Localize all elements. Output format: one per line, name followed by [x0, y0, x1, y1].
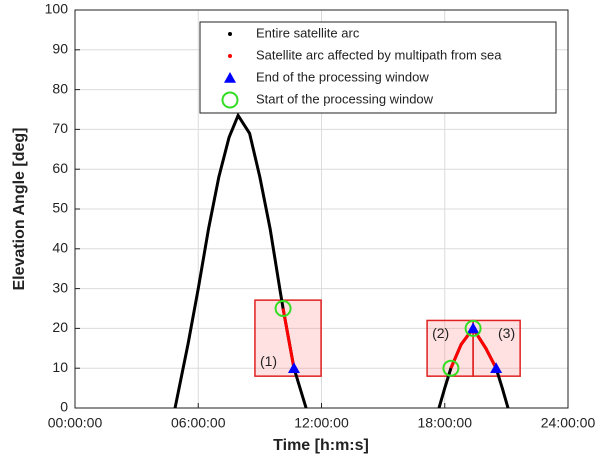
legend-box [199, 21, 557, 114]
end-marker [467, 322, 480, 334]
y-tick-label: 20 [52, 319, 68, 335]
y-tick-label: 10 [52, 359, 68, 375]
legend-marker [224, 72, 236, 83]
start-marker [464, 319, 482, 337]
legend-label: Entire satellite arc [256, 25, 360, 40]
x-tick-label: 00:00:00 [48, 415, 103, 431]
legend-label: End of the processing window [256, 69, 429, 84]
legend-label: Start of the processing window [256, 91, 434, 106]
x-tick-label: 18:00:00 [418, 415, 473, 431]
y-tick-label: 90 [52, 41, 68, 57]
legend-marker [228, 32, 232, 36]
start-marker [442, 359, 460, 377]
window-label: (3) [498, 325, 515, 341]
y-tick-label: 80 [52, 80, 68, 96]
y-tick-label: 0 [60, 399, 68, 415]
y-tick-label: 50 [52, 200, 68, 216]
x-tick-label: 12:00:00 [294, 415, 349, 431]
y-tick-label: 40 [52, 240, 68, 256]
plot-frame [74, 9, 569, 409]
end-marker [490, 362, 503, 373]
start-marker [274, 300, 292, 317]
y-tick-label: 60 [52, 160, 68, 176]
y-axis-label: Elevation Angle [deg] [11, 128, 28, 291]
x-axis-label: Time [h:m:s] [273, 437, 369, 454]
end-marker [287, 362, 300, 373]
y-tick-label: 70 [52, 120, 68, 136]
window-label: (2) [432, 325, 449, 341]
legend-marker [228, 54, 232, 58]
legend-marker [221, 91, 239, 109]
y-tick-label: 30 [52, 279, 68, 295]
x-tick-label: 06:00:00 [171, 415, 226, 431]
x-tick-label: 24:00:00 [541, 415, 596, 431]
window-label: (1) [260, 353, 277, 369]
y-tick-label: 100 [45, 1, 69, 17]
legend-label: Satellite arc affected by multipath from… [256, 47, 502, 62]
